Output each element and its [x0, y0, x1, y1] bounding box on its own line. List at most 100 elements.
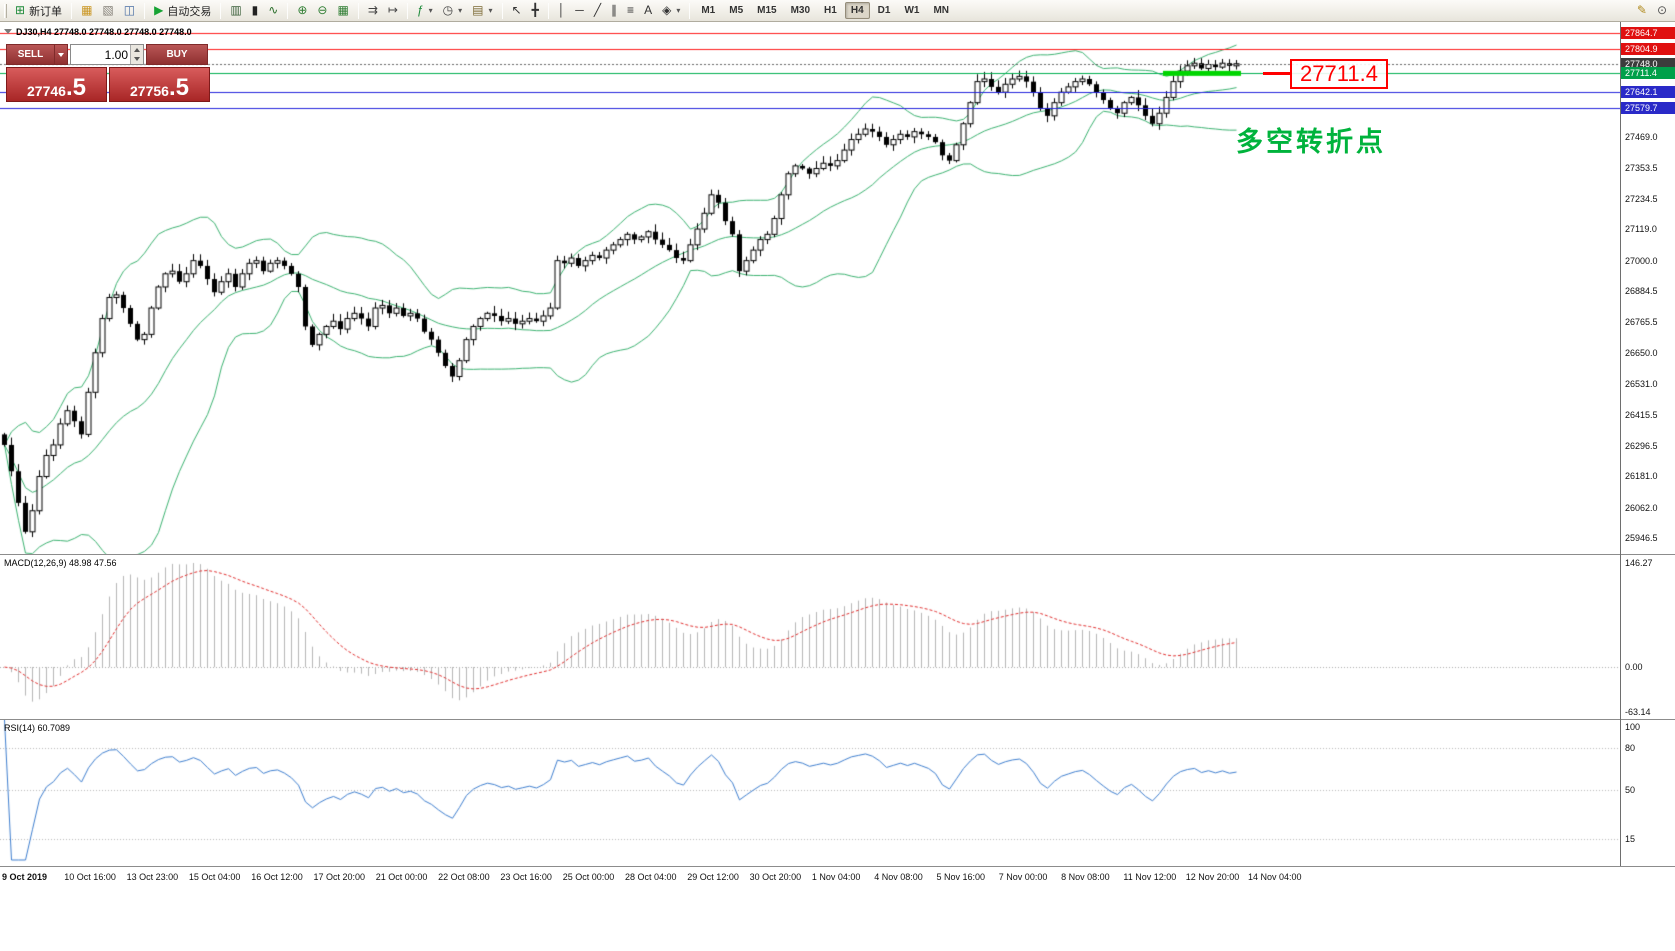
timeframe-button-m15[interactable]: M15 [757, 5, 777, 16]
auto-scroll-button[interactable]: ⇉ [363, 1, 383, 20]
new-order-button[interactable]: ⊞ 新订单 [10, 1, 67, 20]
time-axis-label: 5 Nov 16:00 [936, 872, 986, 882]
timeframe-button-h4[interactable]: H4 [844, 2, 870, 19]
volume-increase-button[interactable] [131, 45, 143, 55]
trendline-button[interactable]: ╱ [589, 1, 606, 20]
fibonacci-icon: ≡ [627, 3, 635, 17]
line-chart-type-button[interactable]: ∿ [263, 1, 283, 20]
indicators-button[interactable]: ƒ ▾ [412, 1, 438, 20]
rsi-indicator-canvas[interactable] [0, 720, 1620, 866]
timeframe-button-m30[interactable]: M30 [790, 5, 811, 16]
volume-field [70, 44, 144, 65]
price-scale-tick: 27234.5 [1625, 193, 1658, 204]
price-scale[interactable]: 27469.0 27353.5 27234.5 27119.0 27000.0 26884… [1621, 22, 1675, 866]
autotrading-button-label: 自动交易 [167, 5, 212, 18]
candlestick-icon: ▮ [251, 3, 259, 17]
sell-price-button[interactable]: 27746.5 [6, 67, 107, 102]
price-level-tag[interactable]: 27864.7 [1621, 27, 1675, 39]
templates-icon: ▤ [472, 3, 484, 17]
price-chart-canvas[interactable] [0, 22, 1620, 555]
price-scale-divider [1620, 22, 1621, 866]
time-axis-label: 9 Oct 2019 [2, 872, 48, 882]
time-axis-label: 28 Oct 04:00 [625, 872, 677, 882]
timeframe-button-mn[interactable]: MN [933, 5, 949, 16]
bar-chart-type-button[interactable]: ▥ [225, 1, 246, 20]
price-level-tag[interactable]: 27711.4 [1621, 67, 1675, 80]
time-axis[interactable]: 9 Oct 2019 10 Oct 16:00 13 Oct 23:00 15 Oct… [0, 866, 1675, 951]
time-axis-label: 12 Nov 20:00 [1185, 872, 1240, 882]
zoom-out-button[interactable]: ⊖ [312, 1, 332, 20]
time-axis-label: 14 Nov 04:00 [1248, 872, 1302, 882]
one-click-panel-toggle-icon[interactable] [4, 29, 12, 34]
periods-button[interactable]: ◷ ▾ [438, 1, 468, 20]
chevron-down-icon: ▾ [428, 6, 433, 15]
price-scale-tick: 27469.0 [1625, 132, 1658, 143]
candlestick-type-button[interactable]: ▮ [247, 1, 264, 20]
sell-price-main: 27746 [27, 83, 66, 99]
channel-button[interactable]: ∥ [606, 1, 622, 20]
buy-price-pips: .5 [168, 74, 189, 101]
one-click-trading-panel: SELL BUY 27746.5 27756.5 [6, 44, 210, 102]
autotrading-button[interactable]: ▶ 自动交易 [149, 1, 216, 20]
current-price-tag: 27748.0 [1621, 57, 1675, 70]
fibonacci-button[interactable]: ≡ [622, 1, 639, 20]
time-axis-label: 7 Nov 00:00 [998, 872, 1048, 882]
shapes-button[interactable]: ◈ ▾ [657, 1, 685, 20]
toolbar-groups: ⊞ 新订单 ▦ ▧ ◫ ▶ 自动交易 ▥ ▮ ∿ ⊕ ⊖ ▦ ⇉ ↦ ƒ ▾ ◷ ▾ ▤ ▾ ↖ ╋ │ ─ ╱ ∥ ≡ A ◈ ▾ [10, 1, 685, 20]
macd-panel-splitter[interactable] [0, 554, 1675, 555]
data-window-button[interactable]: ◫ [119, 1, 140, 20]
chart-shift-icon: ↦ [387, 3, 398, 17]
price-scale-tick: 25946.5 [1625, 533, 1658, 543]
toolbar-separator [220, 2, 222, 19]
turning-point-annotation[interactable]: 多空转折点 [1236, 127, 1386, 157]
horizontal-line-button[interactable]: ─ [570, 1, 589, 20]
price-level-tag[interactable]: 27579.7 [1621, 102, 1675, 115]
price-level-tag[interactable]: 27804.9 [1621, 42, 1675, 55]
macd-scale-tick: 0.00 [1625, 662, 1643, 673]
volume-input[interactable] [71, 45, 130, 64]
line-chart-icon: ∿ [268, 3, 279, 17]
cursor-button[interactable]: ↖ [507, 1, 527, 20]
toolbar-separator [501, 2, 503, 19]
timeframe-button-h1[interactable]: H1 [824, 5, 837, 16]
profiles-button[interactable]: ▧ [97, 1, 118, 20]
timeframe-button-w1[interactable]: W1 [904, 5, 920, 16]
pencil-tool-button[interactable]: ✎ [1632, 1, 1652, 20]
templates-button[interactable]: ▤ ▾ [467, 1, 497, 20]
chart-shift-button[interactable]: ↦ [383, 1, 403, 20]
price-level-tag[interactable]: 27642.1 [1621, 85, 1675, 98]
order-type-dropdown[interactable] [54, 44, 68, 65]
time-axis-label: 17 Oct 20:00 [313, 872, 366, 882]
time-axis-label: 11 Nov 12:00 [1123, 872, 1177, 882]
crosshair-icon: ╋ [531, 3, 539, 17]
buy-price-button[interactable]: 27756.5 [109, 67, 210, 102]
price-scale-tick: 26181.0 [1625, 471, 1658, 482]
timeframe-button-m1[interactable]: M1 [701, 5, 716, 16]
tile-windows-button[interactable]: ▦ [332, 1, 353, 20]
sell-button[interactable]: SELL [6, 44, 54, 65]
toolbar-grip[interactable] [4, 3, 7, 18]
price-scale-tick: 26765.5 [1625, 317, 1658, 328]
time-axis-label: 13 Oct 23:00 [126, 872, 179, 882]
time-axis-label: 30 Oct 20:00 [749, 872, 802, 882]
vertical-line-icon: │ [557, 3, 566, 17]
macd-indicator-canvas[interactable] [0, 555, 1620, 720]
rsi-panel-splitter[interactable] [0, 719, 1675, 720]
zoom-in-button[interactable]: ⊕ [292, 1, 312, 20]
toolbar-separator [547, 2, 549, 19]
crosshair-button[interactable]: ╋ [527, 1, 544, 20]
vertical-line-button[interactable]: │ [553, 1, 571, 20]
search-icon: ⊙ [1656, 3, 1667, 17]
timeframe-button-d1[interactable]: D1 [877, 5, 891, 16]
price-annotation[interactable]: 27711.4 [1290, 59, 1388, 89]
timeframe-button-m5[interactable]: M5 [729, 5, 744, 16]
volume-decrease-button[interactable] [131, 54, 143, 64]
periods-icon: ◷ [442, 3, 454, 17]
text-button[interactable]: A [639, 1, 657, 20]
search-button[interactable]: ⊙ [1652, 1, 1672, 20]
chevron-down-icon: ▾ [488, 6, 493, 15]
new-chart-button[interactable]: ▦ [76, 1, 97, 20]
trade-panel-prices: 27746.5 27756.5 [6, 67, 210, 102]
time-axis-label: 16 Oct 12:00 [251, 872, 303, 882]
buy-button[interactable]: BUY [146, 44, 208, 65]
